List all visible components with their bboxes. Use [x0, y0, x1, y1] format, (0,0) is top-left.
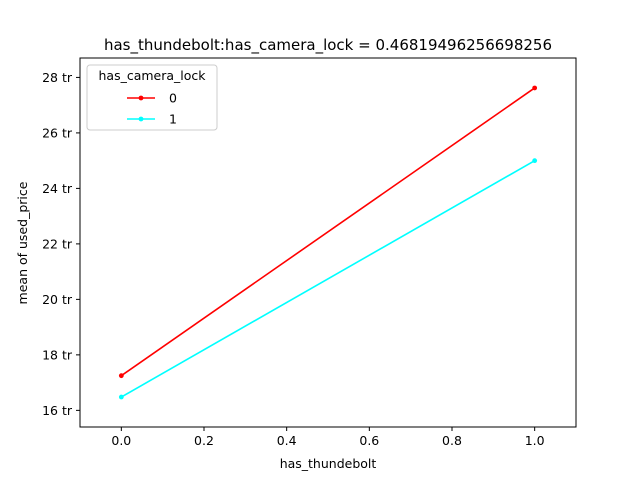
legend-marker-0 — [138, 95, 144, 101]
y-tick-label: 18 tr — [42, 347, 73, 362]
data-point-series-1 — [118, 394, 124, 400]
x-tick-label: 0.2 — [194, 433, 214, 448]
data-point-series-0 — [532, 85, 538, 91]
series-line-1 — [120, 159, 536, 398]
y-tick-label: 28 tr — [42, 70, 73, 85]
series-group — [118, 85, 538, 400]
legend-marker-1 — [138, 116, 144, 122]
y-tick-label: 22 tr — [42, 236, 73, 251]
y-tick-label: 20 tr — [42, 292, 73, 307]
y-tick-label: 24 tr — [42, 181, 73, 196]
x-axis-label: has_thundebolt — [280, 456, 377, 471]
series-line-0 — [120, 87, 536, 377]
x-tick-label: 0.6 — [359, 433, 379, 448]
data-point-series-1 — [532, 158, 538, 164]
x-tick-label: 0.4 — [277, 433, 297, 448]
legend-label-0: 0 — [169, 91, 177, 106]
y-tick-label: 26 tr — [42, 125, 73, 140]
x-axis: 0.0 0.2 0.4 0.6 0.8 1.0 — [111, 427, 545, 448]
plot-frame — [79, 57, 577, 428]
legend-label-1: 1 — [169, 112, 177, 127]
x-tick-label: 0.8 — [442, 433, 462, 448]
y-axis-label: mean of used_price — [15, 181, 30, 304]
legend-title: has_camera_lock — [98, 68, 206, 83]
y-tick-label: 16 tr — [42, 403, 73, 418]
chart-title: has_thundebolt:has_camera_lock = 0.46819… — [104, 36, 552, 55]
x-tick-label: 1.0 — [525, 433, 545, 448]
y-axis: 16 tr 18 tr 20 tr 22 tr 24 tr 26 tr 28 tr — [42, 70, 80, 418]
data-point-series-0 — [118, 373, 124, 379]
x-tick-label: 0.0 — [111, 433, 131, 448]
legend: has_camera_lock 0 1 — [86, 64, 218, 131]
